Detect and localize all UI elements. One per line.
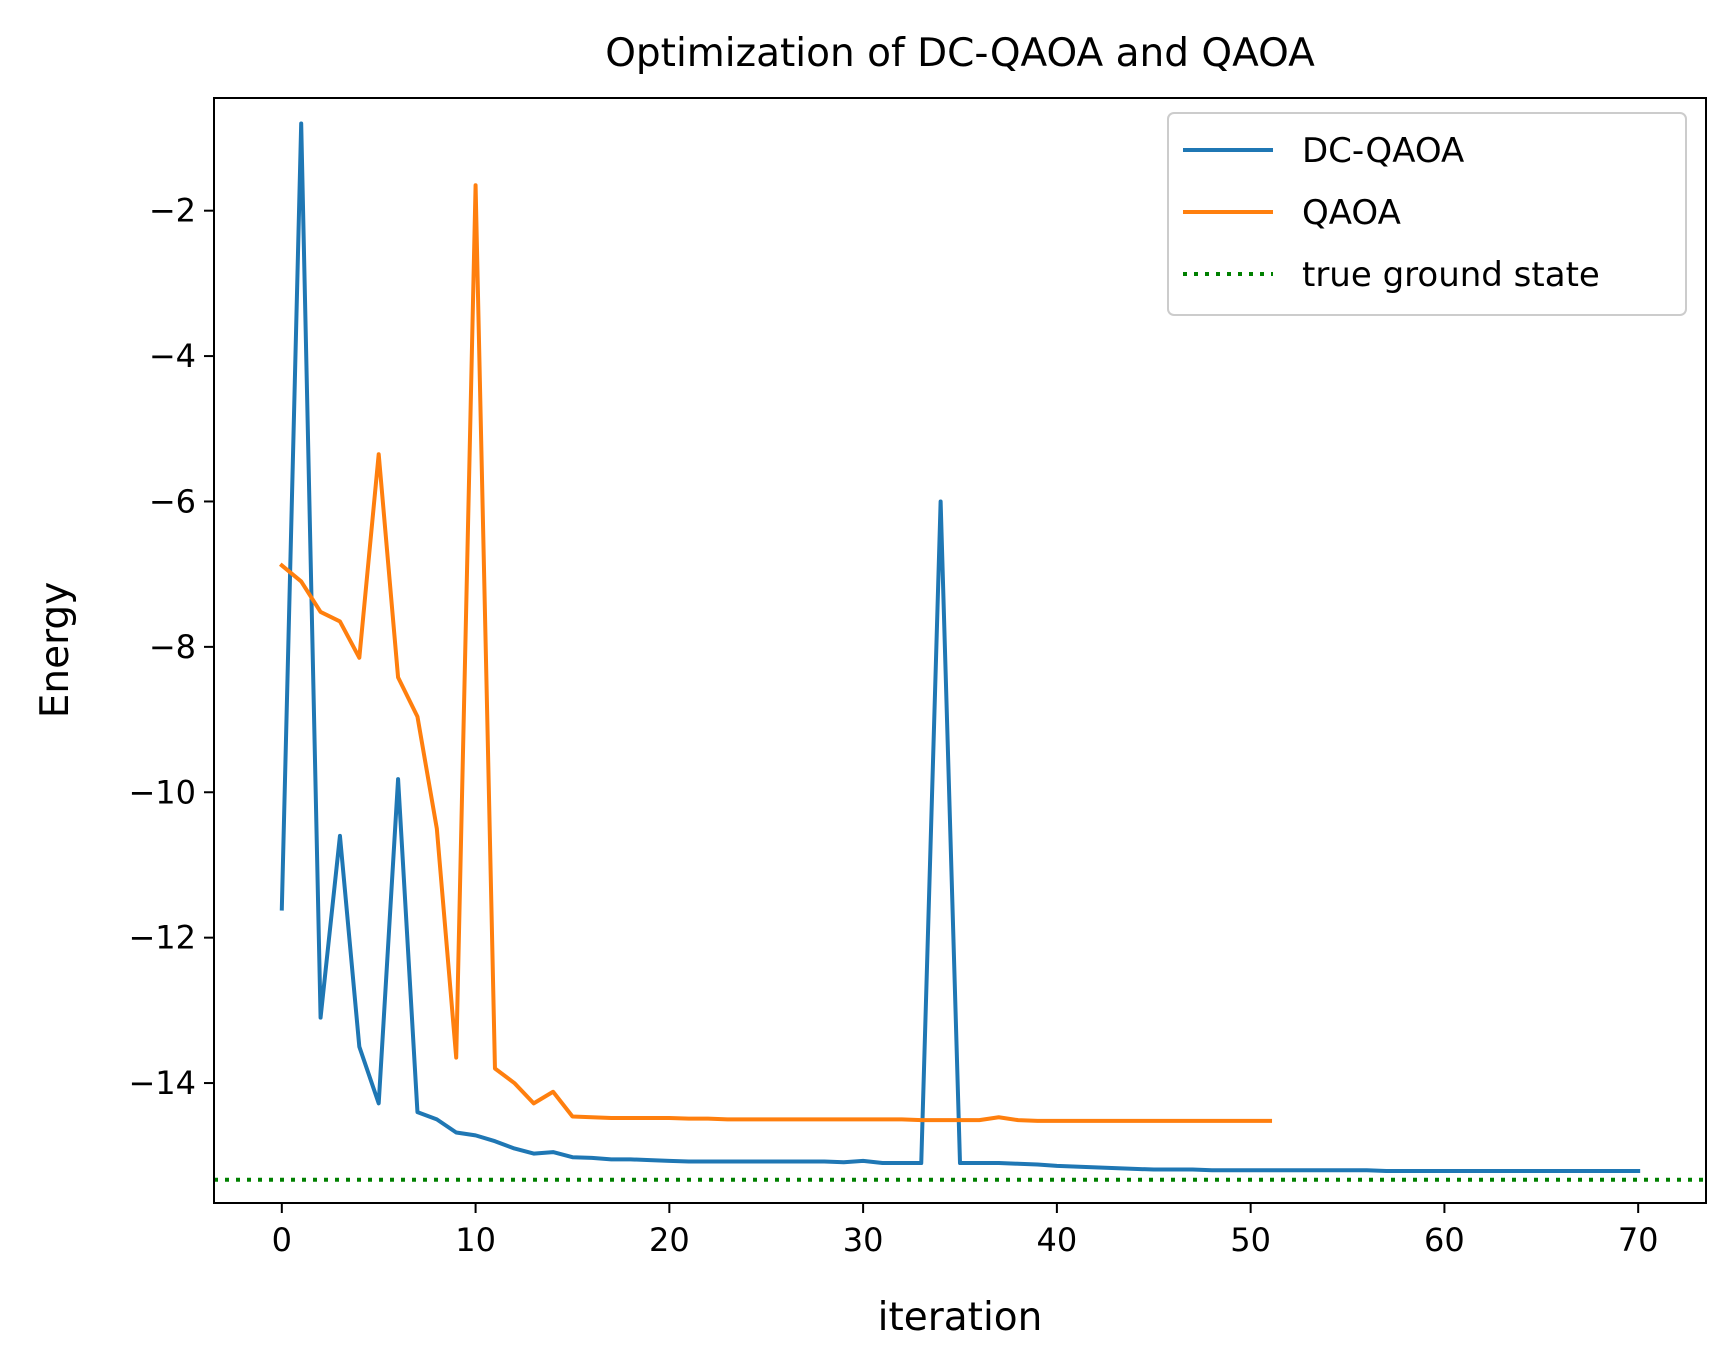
legend-box bbox=[1167, 112, 1687, 316]
legend: DC-QAOA QAOA true ground state bbox=[1167, 112, 1687, 316]
y-tick-label: −2 bbox=[149, 192, 196, 230]
x-tick-label: 10 bbox=[455, 1221, 496, 1259]
y-tick-label: −6 bbox=[149, 482, 196, 520]
y-tick-label: −4 bbox=[149, 337, 196, 375]
x-tick-label: 0 bbox=[272, 1221, 292, 1259]
x-tick-label: 20 bbox=[649, 1221, 690, 1259]
legend-label-true-ground-state: true ground state bbox=[1302, 255, 1600, 295]
y-tick-label: −14 bbox=[128, 1064, 196, 1102]
plot-area bbox=[213, 97, 1707, 1204]
x-tick-label: 50 bbox=[1230, 1221, 1271, 1259]
x-tick-label: 70 bbox=[1618, 1221, 1659, 1259]
y-axis-title: Energy bbox=[33, 582, 78, 719]
y-tick-label: −12 bbox=[128, 919, 196, 957]
series-layer bbox=[214, 121, 1706, 1182]
x-tick-label: 30 bbox=[843, 1221, 884, 1259]
x-tick-label: 60 bbox=[1424, 1221, 1465, 1259]
legend-label-dc-qaoa: DC-QAOA bbox=[1302, 131, 1464, 171]
x-tick-label: 40 bbox=[1037, 1221, 1078, 1259]
x-axis-title: iteration bbox=[878, 1295, 1043, 1340]
plot-frame bbox=[213, 97, 1707, 1204]
legend-entries: DC-QAOA QAOA true ground state bbox=[1183, 131, 1600, 295]
legend-label-qaoa: QAOA bbox=[1302, 193, 1401, 233]
y-axis-ticks: −14 −12 −10 −8 −6 −4 −2 bbox=[128, 192, 214, 1102]
series-line-dc-qaoa bbox=[279, 121, 1641, 1174]
y-tick-label: −10 bbox=[128, 773, 196, 811]
chart-title: Optimization of DC-QAOA and QAOA bbox=[605, 31, 1315, 76]
series-line-qaoa bbox=[279, 183, 1273, 1123]
y-tick-label: −8 bbox=[149, 628, 196, 666]
x-axis-ticks: 0 10 20 30 40 50 60 70 bbox=[272, 1203, 1659, 1259]
